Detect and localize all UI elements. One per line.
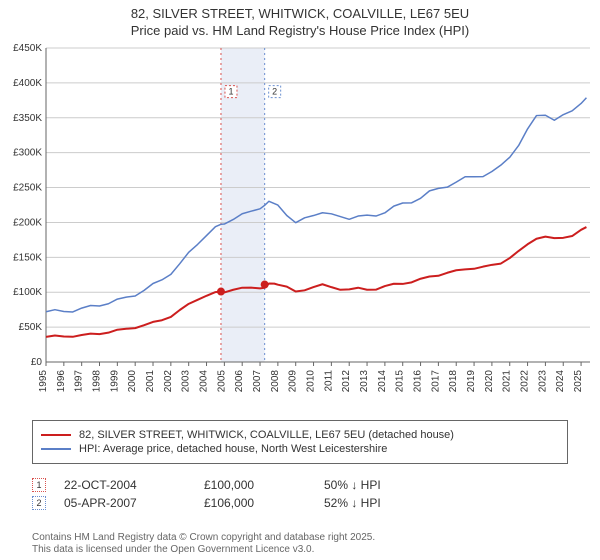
y-tick-label: £0	[31, 357, 43, 368]
x-tick-label: 2013	[359, 370, 370, 393]
x-tick-label: 2021	[502, 370, 513, 393]
title-line-2: Price paid vs. HM Land Registry's House …	[0, 23, 600, 40]
x-tick-label: 2024	[555, 370, 566, 393]
y-tick-label: £350K	[13, 113, 42, 124]
y-tick-label: £50K	[19, 322, 43, 333]
legend-item: HPI: Average price, detached house, Nort…	[41, 443, 559, 455]
x-tick-label: 2023	[537, 370, 548, 393]
chart-title-block: 82, SILVER STREET, WHITWICK, COALVILLE, …	[0, 0, 600, 40]
x-tick-label: 2016	[413, 370, 424, 393]
series-property	[46, 227, 586, 337]
x-tick-label: 2010	[306, 370, 317, 393]
chart-container: 82, SILVER STREET, WHITWICK, COALVILLE, …	[0, 0, 600, 560]
sale-diff: 50% ↓ HPI	[324, 478, 444, 492]
x-tick-label: 2011	[323, 370, 334, 392]
x-tick-label: 2014	[377, 370, 388, 393]
sale-diff: 52% ↓ HPI	[324, 496, 444, 510]
x-tick-label: 1998	[92, 370, 103, 393]
x-tick-label: 2022	[520, 370, 531, 393]
sale-date: 22-OCT-2004	[64, 478, 204, 492]
sale-marker-number: 1	[228, 87, 233, 97]
sales-table: 1 22-OCT-2004£100,00050% ↓ HPI 2 05-APR-200…	[32, 474, 568, 514]
x-tick-label: 2004	[199, 370, 210, 393]
sale-price: £100,000	[204, 478, 324, 492]
footnote-line-1: Contains HM Land Registry data © Crown c…	[32, 532, 375, 544]
x-tick-label: 2003	[181, 370, 192, 393]
x-tick-label: 2020	[484, 370, 495, 393]
y-tick-label: £150K	[13, 252, 42, 263]
chart-plot-area: £0 £50K £100K £150K £200K £250K £300K £350K £400…	[0, 42, 600, 412]
footnote-line-2: This data is licensed under the Open Gov…	[32, 544, 375, 556]
x-tick-label: 2019	[466, 370, 477, 393]
sale-marker-icon: 2	[32, 496, 46, 510]
x-tick-label: 2000	[127, 370, 138, 393]
y-tick-label: £100K	[13, 287, 42, 298]
x-tick-label: 2017	[430, 370, 441, 393]
sale-marker-icon: 1	[32, 478, 46, 492]
x-tick-label: 2007	[252, 370, 263, 393]
title-line-1: 82, SILVER STREET, WHITWICK, COALVILLE, …	[0, 6, 600, 23]
y-tick-label: £450K	[13, 43, 42, 54]
sale-dot	[217, 288, 225, 296]
y-tick-label: £200K	[13, 217, 42, 228]
x-tick-label: 2018	[448, 370, 459, 393]
legend-label: HPI: Average price, detached house, Nort…	[79, 443, 387, 455]
sale-marker-number: 2	[272, 87, 277, 97]
legend-item: 82, SILVER STREET, WHITWICK, COALVILLE, …	[41, 429, 559, 441]
x-tick-label: 2001	[145, 370, 156, 393]
sale-dot	[261, 281, 269, 289]
x-tick-label: 2005	[216, 370, 227, 393]
x-tick-label: 2006	[234, 370, 245, 393]
sale-row: 1 22-OCT-2004£100,00050% ↓ HPI	[32, 478, 568, 492]
sale-row: 2 05-APR-2007£106,00052% ↓ HPI	[32, 496, 568, 510]
x-tick-label: 2002	[163, 370, 174, 393]
legend: 82, SILVER STREET, WHITWICK, COALVILLE, …	[32, 420, 568, 464]
x-tick-label: 1997	[74, 370, 85, 393]
x-tick-label: 2012	[341, 370, 352, 393]
y-tick-label: £400K	[13, 78, 42, 89]
line-chart-svg: £0 £50K £100K £150K £200K £250K £300K £350K £400…	[0, 42, 600, 412]
legend-swatch	[41, 448, 71, 450]
legend-label: 82, SILVER STREET, WHITWICK, COALVILLE, …	[79, 429, 454, 441]
x-tick-label: 2015	[395, 370, 406, 393]
x-tick-label: 2025	[573, 370, 584, 393]
footnote: Contains HM Land Registry data © Crown c…	[32, 532, 375, 556]
x-tick-label: 2009	[288, 370, 299, 393]
series-hpi	[46, 98, 586, 312]
sale-price: £106,000	[204, 496, 324, 510]
y-tick-label: £300K	[13, 148, 42, 159]
x-tick-label: 1996	[56, 370, 67, 393]
sale-date: 05-APR-2007	[64, 496, 204, 510]
x-tick-label: 1999	[109, 370, 120, 393]
legend-swatch	[41, 434, 71, 436]
x-tick-label: 1995	[38, 370, 49, 393]
x-tick-label: 2008	[270, 370, 281, 393]
y-tick-label: £250K	[13, 183, 42, 194]
